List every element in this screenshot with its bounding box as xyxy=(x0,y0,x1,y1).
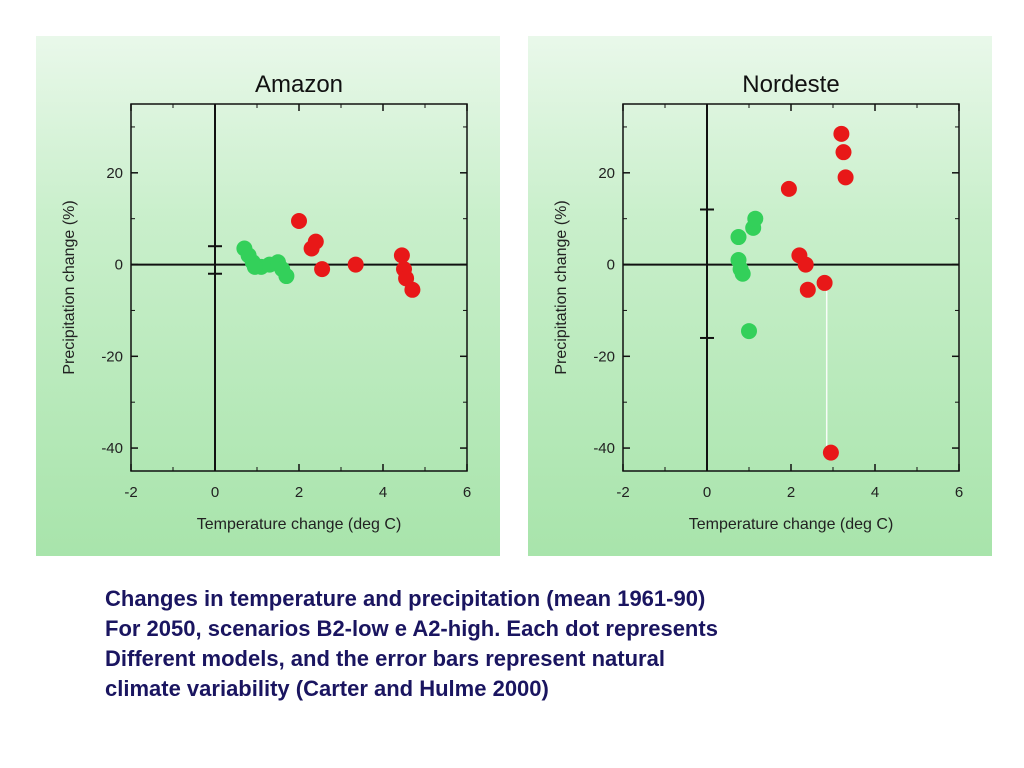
y-axis-label: Precipitation change (%) xyxy=(553,200,570,374)
x-tick-label: 6 xyxy=(955,484,963,501)
data-point xyxy=(734,265,751,282)
y-tick-label: 20 xyxy=(106,165,123,182)
x-tick-label: 6 xyxy=(463,484,471,501)
data-point xyxy=(246,258,263,275)
data-point xyxy=(837,169,854,186)
caption-line: For 2050, scenarios B2-low e A2-high. Ea… xyxy=(105,616,718,641)
nordeste-chart-panel: Nordeste -2 0 2 4 6 20 0 -20 -40 Temperature chang… xyxy=(528,36,992,556)
data-point xyxy=(741,323,757,340)
data-point xyxy=(747,210,764,227)
data-point xyxy=(799,281,816,298)
y-tick-label: -20 xyxy=(593,348,615,365)
data-point xyxy=(347,256,364,273)
data-point xyxy=(314,261,331,278)
chart-title: Amazon xyxy=(255,71,343,98)
data-point xyxy=(833,125,850,142)
x-axis-label: Temperature change (deg C) xyxy=(689,516,894,533)
y-tick-label: -20 xyxy=(101,348,123,365)
amazon-chart-panel: Amazon -2 0 2 4 6 20 0 -20 -40 Temperature change … xyxy=(36,36,500,556)
x-tick-label: 4 xyxy=(379,484,387,501)
x-tick-label: 0 xyxy=(703,484,711,501)
data-point xyxy=(730,229,747,246)
data-point xyxy=(797,256,814,273)
x-axis-label: Temperature change (deg C) xyxy=(197,516,402,533)
y-tick-label: 0 xyxy=(607,257,615,274)
data-point xyxy=(822,444,839,461)
data-point xyxy=(278,268,295,285)
x-tick-label: 0 xyxy=(211,484,219,501)
chart-title: Nordeste xyxy=(742,71,839,98)
x-tick-label: -2 xyxy=(124,484,137,501)
y-tick-label: -40 xyxy=(593,440,615,457)
y-tick-label: 20 xyxy=(598,165,615,182)
data-point xyxy=(835,144,852,161)
y-tick-label: 0 xyxy=(115,257,123,274)
y-axis-label: Precipitation change (%) xyxy=(61,200,78,374)
x-tick-label: 2 xyxy=(295,484,303,501)
caption-line: Different models, and the error bars rep… xyxy=(105,646,665,671)
data-point xyxy=(393,247,410,264)
data-point xyxy=(291,212,307,229)
data-point xyxy=(780,180,797,197)
figure-caption: Changes in temperature and precipitation… xyxy=(105,584,965,704)
x-tick-label: 4 xyxy=(871,484,879,501)
x-tick-label: 2 xyxy=(787,484,795,501)
data-point xyxy=(816,274,833,291)
data-point xyxy=(307,233,324,250)
plot-frame xyxy=(622,103,960,472)
caption-line: climate variability (Carter and Hulme 20… xyxy=(105,676,549,701)
x-tick-label: -2 xyxy=(616,484,629,501)
data-point xyxy=(404,281,421,298)
y-tick-label: -40 xyxy=(101,440,123,457)
caption-line: Changes in temperature and precipitation… xyxy=(105,586,706,611)
